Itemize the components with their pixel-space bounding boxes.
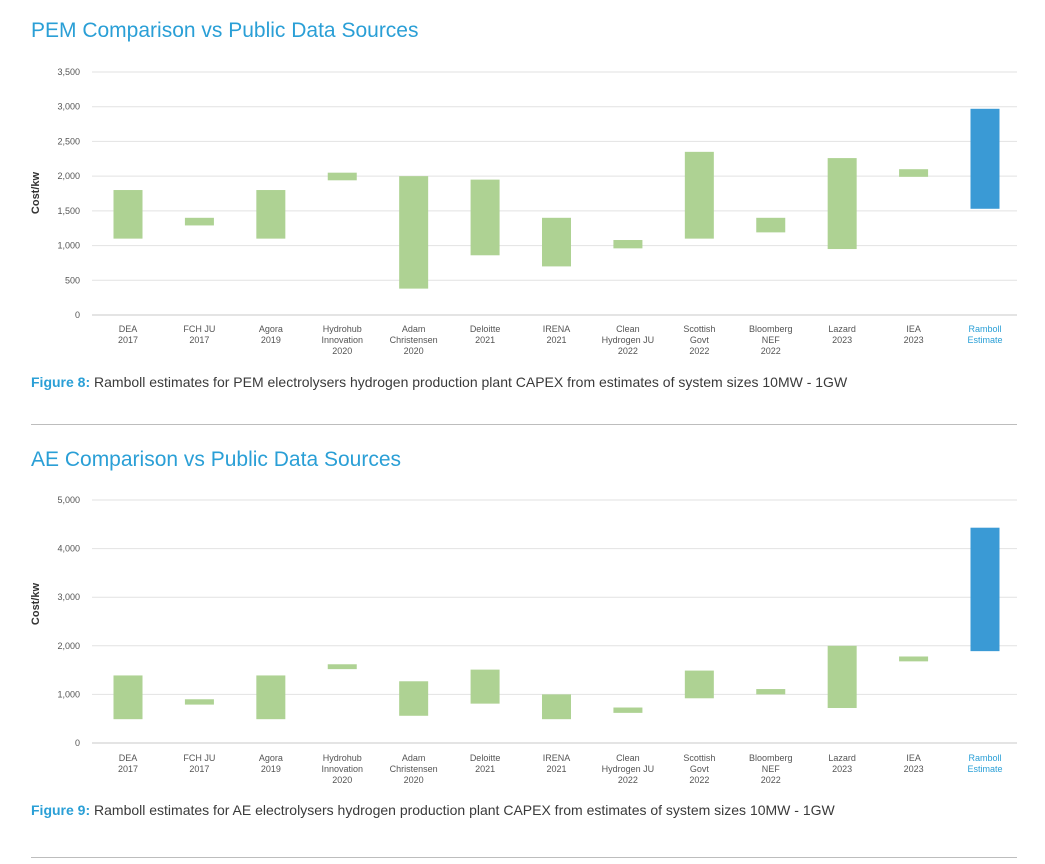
x-tick-label: Agora 2019 [259, 324, 283, 345]
bar-9 [756, 689, 786, 695]
ae-figure-label: Figure 9: [31, 802, 91, 818]
y-tick-label: 1,000 [57, 689, 80, 699]
x-tick-label: Clean Hydrogen JU 2022 [602, 324, 655, 356]
x-tick-label: IRENA 2021 [543, 324, 571, 345]
y-tick-label: 3,000 [57, 592, 80, 602]
y-tick-label: 3,500 [57, 67, 80, 77]
bar-2 [256, 675, 286, 720]
x-tick-label: FCH JU 2017 [183, 324, 215, 345]
y-tick-label: 2,000 [57, 171, 80, 181]
section-divider [31, 857, 1017, 858]
ae-chart: 0 1,000 2,000 3,000 4,000 5,000 Cost/kw DEA 2017… [30, 495, 1017, 785]
x-tick-label: IEA 2023 [904, 324, 924, 345]
y-tick-label: 5,000 [57, 495, 80, 505]
bar-2 [256, 190, 286, 239]
x-tick-label: IRENA 2021 [543, 753, 571, 774]
pem-chart-title: PEM Comparison vs Public Data Sources [31, 19, 419, 42]
bar-12 [970, 527, 1000, 652]
x-tick-label: Ramboll Estimate [967, 753, 1002, 774]
ae-caption-text: Ramboll estimates for AE electrolysers h… [90, 802, 835, 818]
y-tick-label: 0 [75, 310, 80, 320]
bar-11 [899, 656, 929, 662]
x-tick-label: Lazard 2023 [828, 753, 856, 774]
y-tick-label: 500 [65, 275, 80, 285]
bar-1 [184, 699, 214, 705]
ae-figure-caption: Figure 9: Ramboll estimates for AE elect… [31, 802, 835, 818]
bar-8 [684, 670, 714, 699]
y-tick-label: 3,000 [57, 102, 80, 112]
bar-7 [613, 707, 643, 713]
y-tick-label: 1,500 [57, 206, 80, 216]
x-tick-label: Agora 2019 [259, 753, 283, 774]
x-tick-label: Ramboll Estimate [967, 324, 1002, 345]
bar-0 [113, 190, 143, 239]
y-tick-label: 4,000 [57, 544, 80, 554]
pem-figure-caption: Figure 8: Ramboll estimates for PEM elec… [31, 374, 847, 390]
x-tick-label: Clean Hydrogen JU 2022 [602, 753, 655, 785]
bar-8 [684, 151, 714, 239]
bar-3 [327, 172, 357, 181]
x-tick-label: Hydrohub Innovation 2020 [321, 753, 363, 785]
y-tick-label: 1,000 [57, 241, 80, 251]
x-tick-label: FCH JU 2017 [183, 753, 215, 774]
y-tick-label: 0 [75, 738, 80, 748]
section-divider [31, 424, 1017, 425]
x-tick-label: Bloomberg NEF 2022 [749, 753, 793, 785]
bar-5 [470, 669, 500, 704]
x-tick-label: Bloomberg NEF 2022 [749, 324, 793, 356]
y-axis-label: Cost/kw [30, 171, 42, 214]
bar-6 [542, 217, 571, 267]
bar-5 [470, 179, 500, 256]
bar-1 [184, 217, 214, 226]
bar-10 [827, 158, 857, 250]
pem-figure-label: Figure 8: [31, 374, 91, 390]
x-tick-label: IEA 2023 [904, 753, 924, 774]
x-tick-label: DEA 2017 [118, 753, 138, 774]
bar-11 [899, 169, 929, 177]
y-axis-label: Cost/kw [30, 582, 42, 625]
bar-6 [542, 694, 571, 720]
x-tick-label: Adam Christensen 2020 [390, 324, 438, 356]
pem-chart: 0 500 1,000 1,500 2,000 2,500 3,000 3,500 Cost/k… [30, 67, 1017, 356]
x-tick-label: Deloitte 2021 [470, 753, 501, 774]
bar-10 [827, 645, 857, 709]
y-tick-label: 2,500 [57, 136, 80, 146]
x-tick-label: Hydrohub Innovation 2020 [321, 324, 363, 356]
x-tick-label: DEA 2017 [118, 324, 138, 345]
bar-0 [113, 675, 143, 720]
bar-3 [327, 664, 357, 670]
x-tick-label: Deloitte 2021 [470, 324, 501, 345]
bar-7 [613, 240, 643, 249]
pem-caption-text: Ramboll estimates for PEM electrolysers … [90, 374, 848, 390]
bar-9 [756, 217, 786, 233]
x-tick-label: Scottish Govt 2022 [683, 324, 715, 356]
x-tick-label: Adam Christensen 2020 [390, 753, 438, 785]
x-tick-label: Scottish Govt 2022 [683, 753, 715, 785]
ae-chart-title: AE Comparison vs Public Data Sources [31, 448, 401, 471]
bar-4 [399, 681, 429, 716]
x-tick-label: Lazard 2023 [828, 324, 856, 345]
bar-12 [970, 108, 1000, 209]
y-tick-label: 2,000 [57, 641, 80, 651]
bar-4 [399, 176, 429, 289]
